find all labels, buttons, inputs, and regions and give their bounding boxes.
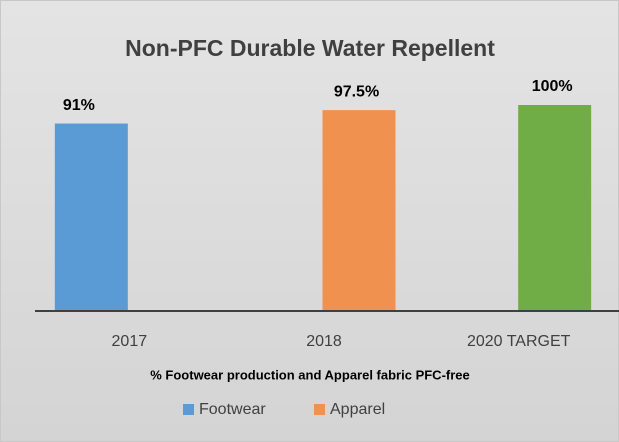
x-tick-label: 2020 TARGET	[467, 333, 571, 350]
data-label: 91%	[63, 97, 95, 114]
legend-swatch	[183, 404, 194, 415]
chart-title: Non-PFC Durable Water Repellent	[125, 35, 495, 61]
bar	[322, 110, 396, 312]
legend-swatch	[314, 404, 325, 415]
bar	[518, 105, 592, 311]
data-label: 100%	[532, 78, 573, 95]
bar	[54, 123, 128, 311]
x-tick-label: 2017	[112, 333, 148, 350]
legend-label: Footwear	[199, 401, 266, 418]
data-label: 97.5%	[334, 83, 379, 100]
x-tick-label: 2018	[306, 333, 342, 350]
x-axis-label: % Footwear production and Apparel fabric…	[150, 367, 470, 382]
legend-label: Apparel	[330, 401, 385, 418]
